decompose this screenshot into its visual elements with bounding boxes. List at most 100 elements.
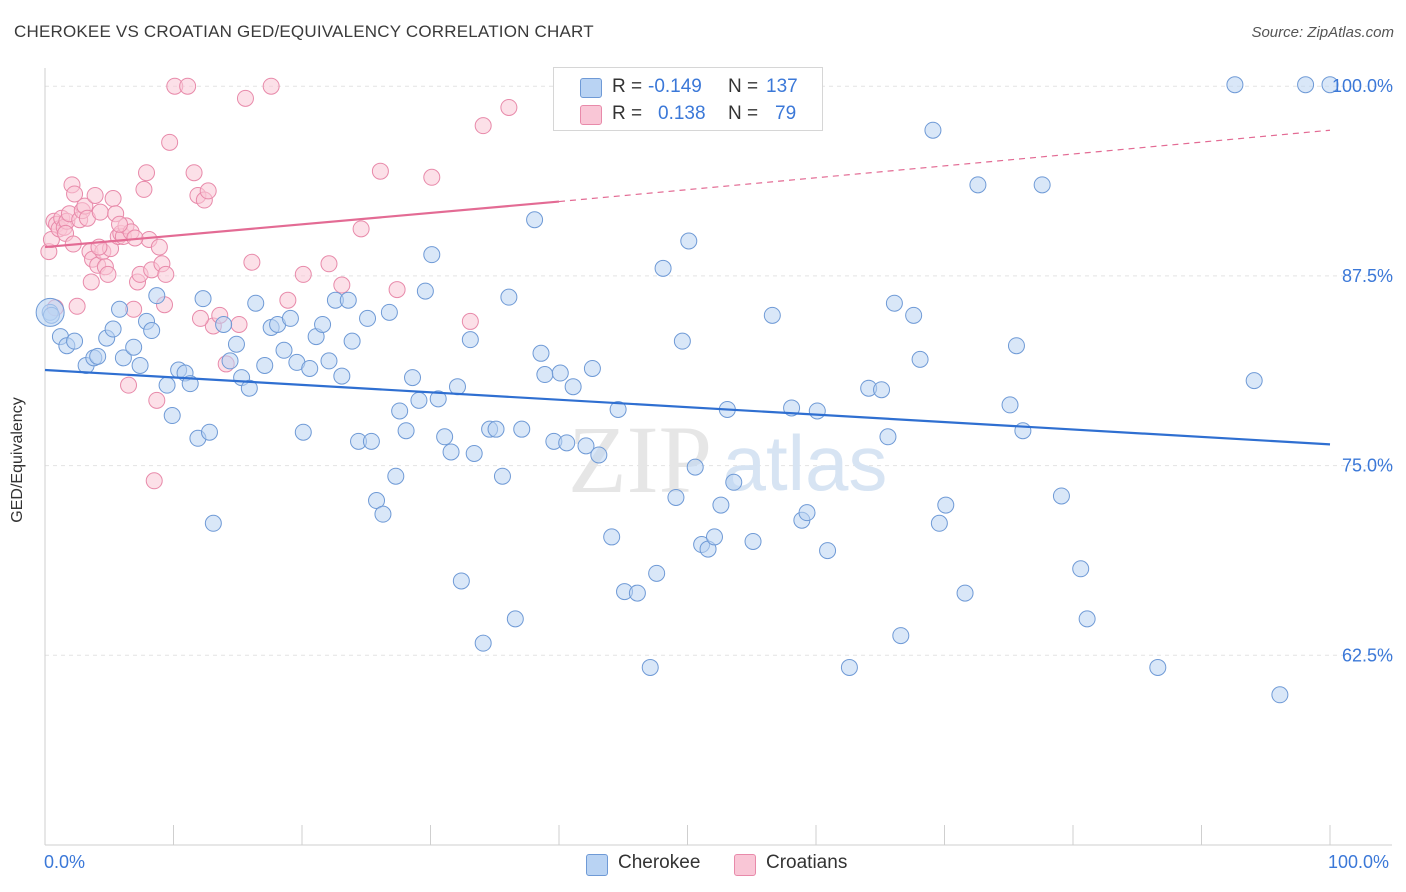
croatians-point <box>294 265 312 283</box>
croatians-point <box>66 185 84 203</box>
cherokee-point <box>603 528 621 546</box>
cherokee-point <box>879 428 897 446</box>
cherokee-point <box>343 332 361 350</box>
cherokee-point <box>227 335 245 353</box>
croatians-point <box>150 238 168 256</box>
y-tick-labels: 100.0% 87.5% 75.0% 62.5% <box>1332 76 1393 665</box>
cherokee-n-value: 137 <box>766 76 798 97</box>
cherokee-point <box>194 290 212 308</box>
cherokee-point <box>654 259 672 277</box>
croatians-n-value: 79 <box>775 103 797 124</box>
croatians-point <box>199 182 217 200</box>
cherokee-point <box>905 306 923 324</box>
cherokee-point <box>1149 658 1167 676</box>
croatians-point <box>423 168 441 186</box>
croatians-point <box>157 265 175 283</box>
croatians-point <box>185 164 203 182</box>
cherokee-point <box>969 176 987 194</box>
cherokee-point <box>320 352 338 370</box>
cherokee-point <box>725 473 743 491</box>
cherokee-point <box>416 282 434 300</box>
croatians-point <box>125 300 143 318</box>
y-tick-label: 75.0% <box>1342 456 1393 476</box>
croatians-point <box>320 255 338 273</box>
cherokee-point <box>911 350 929 368</box>
cherokee-point <box>705 528 723 546</box>
cherokee-point <box>930 514 948 532</box>
cherokee-point <box>339 291 357 309</box>
r-label: R = <box>612 76 643 97</box>
cherokee-point <box>1033 176 1051 194</box>
cherokee-point <box>667 488 685 506</box>
cherokee-point <box>215 315 233 333</box>
cherokee-point <box>1245 372 1263 390</box>
croatians-trend-line <box>44 200 560 249</box>
cherokee-point <box>873 381 891 399</box>
croatians-point <box>230 315 248 333</box>
cherokee-point <box>143 322 161 340</box>
croatians-point <box>68 297 86 315</box>
croatians-point <box>236 89 254 107</box>
croatians-point <box>111 215 129 233</box>
cherokee-point <box>500 288 518 306</box>
cherokee-point <box>474 634 492 652</box>
cherokee-point <box>200 423 218 441</box>
croatians-point <box>500 98 518 116</box>
cherokee-point <box>513 420 531 438</box>
cherokee-point <box>536 366 554 384</box>
cherokee-point <box>641 658 659 676</box>
cherokee-point <box>551 364 569 382</box>
cherokee-point <box>1297 76 1315 94</box>
croatians-point <box>279 291 297 309</box>
cherokee-point <box>374 505 392 523</box>
chart-title: CHEROKEE VS CROATIAN GED/EQUIVALENCY COR… <box>14 22 594 41</box>
r-label: R = <box>612 103 643 124</box>
cherokee-point <box>240 379 258 397</box>
croatians-point <box>243 253 261 271</box>
cherokee-legend-swatch <box>586 854 608 876</box>
x-tick-label-min: 0.0% <box>44 852 86 872</box>
croatians-point <box>388 281 406 299</box>
cherokee-point <box>256 356 274 374</box>
cherokee-trend-line <box>44 368 1331 446</box>
cherokee-point <box>301 359 319 377</box>
croatians-point <box>474 117 492 135</box>
cherokee-point <box>1007 337 1025 355</box>
cherokee-point <box>892 627 910 645</box>
croatians-point <box>145 472 163 490</box>
x-tick-label-max: 100.0% <box>1328 852 1390 872</box>
cherokee-point <box>532 344 550 362</box>
axes <box>44 68 1392 846</box>
croatians-point <box>262 77 280 95</box>
croatians-point <box>82 273 100 291</box>
cherokee-legend-label: Cherokee <box>618 852 701 873</box>
croatians-point <box>333 276 351 294</box>
cherokee-point <box>314 315 332 333</box>
croatians-point <box>179 77 197 95</box>
cherokee-point <box>380 303 398 321</box>
croatians-point <box>86 186 104 204</box>
cherokee-point <box>487 420 505 438</box>
cherokee-point <box>763 306 781 324</box>
cherokee-point <box>362 432 380 450</box>
cherokee-point <box>163 407 181 425</box>
cherokee-point <box>465 444 483 462</box>
croatians-point <box>161 133 179 151</box>
cherokee-point <box>404 369 422 387</box>
cherokee-point <box>368 492 386 510</box>
cherokee-point <box>125 338 143 356</box>
cherokee-point <box>148 287 166 305</box>
croatians-point <box>99 265 117 283</box>
cherokee-point <box>410 391 428 409</box>
cherokee-point <box>648 564 666 582</box>
cherokee-point <box>798 504 816 522</box>
croatians-point <box>191 309 209 327</box>
cherokee-point <box>628 584 646 602</box>
cherokee-point <box>493 467 511 485</box>
y-tick-label: 100.0% <box>1332 76 1393 96</box>
n-label: N = <box>728 103 759 124</box>
cherokee-point-large <box>35 297 65 327</box>
cherokee-point <box>247 294 265 312</box>
cherokee-point <box>609 400 627 418</box>
